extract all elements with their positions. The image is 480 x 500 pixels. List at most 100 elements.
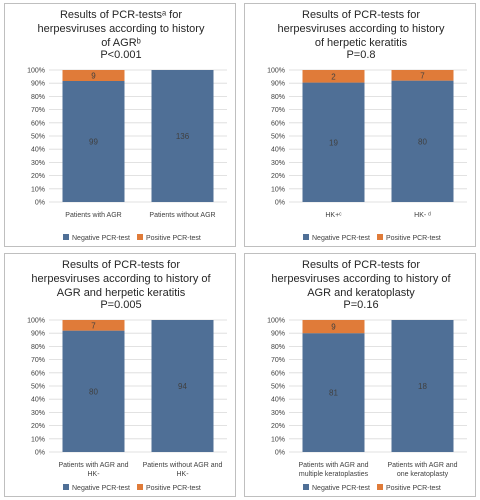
y-tick-label: 40% xyxy=(31,147,45,154)
legend-label: Positive PCR-test xyxy=(386,485,441,492)
data-label: 80 xyxy=(89,387,98,396)
y-tick-label: 100% xyxy=(267,68,285,75)
chart-svg: Results of PCR-tests for herpesviruses ac… xyxy=(267,259,467,492)
data-label: 136 xyxy=(176,132,190,141)
y-tick-label: 100% xyxy=(27,318,45,325)
chart-title-line: Results of PCR-testsᵃ for xyxy=(60,9,182,21)
bar-segment xyxy=(391,80,454,202)
y-tick-label: 70% xyxy=(31,357,45,364)
y-tick-label: 90% xyxy=(31,81,45,88)
x-category-label: Patients with AGR xyxy=(65,212,121,219)
x-category-label: Patients without AGR xyxy=(149,212,215,219)
data-label: 81 xyxy=(329,389,338,398)
p-value: P=0.005 xyxy=(100,299,141,311)
y-tick-label: 80% xyxy=(271,94,285,101)
legend-label: Positive PCR-test xyxy=(386,235,441,242)
y-tick-label: 90% xyxy=(31,331,45,338)
data-label: 99 xyxy=(89,138,98,147)
y-tick-label: 50% xyxy=(31,384,45,391)
chart-panel-agr-and-keratoplasty: Results of PCR-tests for herpesviruses ac… xyxy=(244,253,476,497)
chart-panel-agr-and-hk: Results of PCR-tests for herpesviruses ac… xyxy=(4,253,236,497)
y-tick-label: 20% xyxy=(31,173,45,180)
bar-segment xyxy=(302,82,365,202)
bar-segment xyxy=(302,320,365,334)
legend-swatch xyxy=(377,234,383,240)
bar-segment xyxy=(62,320,125,331)
y-tick-label: 0% xyxy=(35,200,45,207)
bar-segment xyxy=(151,320,214,452)
chart-title-line: Results of PCR-tests for xyxy=(302,9,420,21)
y-tick-label: 20% xyxy=(31,423,45,430)
chart-svg: Results of PCR-tests for herpesviruses ac… xyxy=(27,259,227,492)
y-tick-label: 50% xyxy=(271,134,285,141)
y-tick-label: 10% xyxy=(271,436,285,443)
y-tick-label: 60% xyxy=(31,370,45,377)
legend-swatch xyxy=(63,234,69,240)
legend-label: Negative PCR-test xyxy=(312,235,370,242)
y-tick-label: 70% xyxy=(271,107,285,114)
data-label: 7 xyxy=(420,71,425,80)
y-tick-label: 0% xyxy=(275,450,285,457)
y-tick-label: 80% xyxy=(31,94,45,101)
legend-swatch xyxy=(303,234,309,240)
p-value: P<0.001 xyxy=(100,49,141,61)
y-tick-label: 30% xyxy=(271,410,285,417)
chart-panel-herpetic-keratitis: Results of PCR-tests for herpesviruses ac… xyxy=(244,3,476,247)
y-tick-label: 10% xyxy=(31,436,45,443)
y-tick-label: 0% xyxy=(275,200,285,207)
chart-title-line: AGR and keratoplasty xyxy=(307,287,415,299)
y-tick-label: 80% xyxy=(31,344,45,351)
y-tick-label: 60% xyxy=(31,120,45,127)
x-category-label: multiple keratoplasties xyxy=(299,471,369,478)
chart-title-line: Results of PCR-tests for xyxy=(302,259,420,271)
y-tick-label: 50% xyxy=(271,384,285,391)
x-category-label: Patients without AGR and xyxy=(143,462,223,469)
legend-swatch xyxy=(303,484,309,490)
legend-label: Negative PCR-test xyxy=(72,485,130,492)
bar-segment xyxy=(62,330,125,452)
y-tick-label: 90% xyxy=(271,81,285,88)
y-tick-label: 50% xyxy=(31,134,45,141)
legend-swatch xyxy=(63,484,69,490)
x-category-label: Patients with AGR and xyxy=(298,462,368,469)
chart-title-line: herpesviruses according to history of xyxy=(271,273,451,285)
data-label: 18 xyxy=(418,382,427,391)
x-category-label: HK- xyxy=(176,471,189,478)
legend-label: Positive PCR-test xyxy=(146,485,201,492)
y-tick-label: 100% xyxy=(27,68,45,75)
chart-title-line: herpesviruses according to history xyxy=(278,23,445,35)
data-label: 19 xyxy=(329,138,338,147)
bar-segment xyxy=(62,70,125,81)
legend-swatch xyxy=(137,234,143,240)
x-category-label: Patients with AGR and xyxy=(387,462,457,469)
x-category-label: Patients with AGR and xyxy=(58,462,128,469)
chart-title-line: herpesviruses according to history of xyxy=(31,273,211,285)
bar-segment xyxy=(151,70,214,202)
legend-swatch xyxy=(137,484,143,490)
chart-title-line: herpesviruses according to history xyxy=(38,23,205,35)
y-tick-label: 100% xyxy=(267,318,285,325)
legend-swatch xyxy=(377,484,383,490)
y-tick-label: 0% xyxy=(35,450,45,457)
chart-svg: Results of PCR-tests for herpesviruses ac… xyxy=(267,9,467,242)
x-category-label: one keratoplasty xyxy=(397,471,449,478)
bar-segment xyxy=(62,81,125,202)
data-label: 7 xyxy=(91,321,96,330)
y-tick-label: 10% xyxy=(271,186,285,193)
data-label: 2 xyxy=(331,72,336,81)
chart-title-line: of AGRᵇ xyxy=(101,37,141,49)
p-value: P=0.16 xyxy=(343,299,378,311)
chart-title-line: AGR and herpetic keratitis xyxy=(57,287,186,299)
data-label: 9 xyxy=(91,72,96,81)
y-tick-label: 40% xyxy=(271,397,285,404)
y-tick-label: 30% xyxy=(31,160,45,167)
y-tick-label: 90% xyxy=(271,331,285,338)
data-label: 80 xyxy=(418,137,427,146)
y-tick-label: 80% xyxy=(271,344,285,351)
y-tick-label: 30% xyxy=(31,410,45,417)
p-value: P=0.8 xyxy=(346,49,375,61)
bar-segment xyxy=(302,333,365,452)
y-tick-label: 60% xyxy=(271,370,285,377)
chart-svg: Results of PCR-testsᵃ for herpesviruses a… xyxy=(27,9,227,242)
y-tick-label: 40% xyxy=(271,147,285,154)
